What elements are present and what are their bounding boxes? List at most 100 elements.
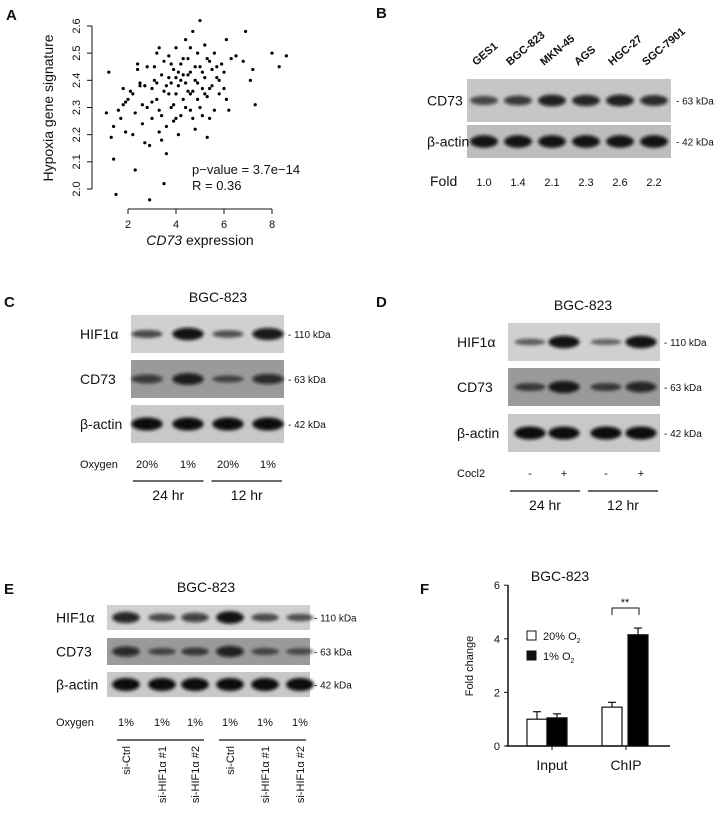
western-blot-c: BGC-823 HIF1α - 110 kDa CD73 - 63 kDa β-actin… — [80, 289, 331, 503]
blot-row-band — [548, 380, 580, 394]
scatter-point — [212, 51, 216, 55]
blot-row-band — [538, 135, 566, 148]
blot-row-band — [181, 647, 209, 656]
group-label: 24 hr — [529, 497, 561, 513]
sirna-label: si-Ctrl — [225, 746, 237, 775]
scatter-point — [114, 192, 118, 197]
scatter-point — [121, 86, 125, 91]
scatter-point — [284, 54, 288, 58]
bar — [627, 634, 649, 747]
x-axis-label: CD73 expression — [146, 232, 253, 248]
fold-value: 1.0 — [476, 177, 491, 189]
panel-label-c: C — [4, 294, 15, 311]
scatter-point — [222, 70, 226, 74]
kda-marker: - 42 kDa — [676, 138, 714, 149]
blot-row-band — [148, 678, 176, 691]
blot-row-band — [548, 426, 580, 440]
scatter-point — [188, 92, 192, 96]
scatter-point — [155, 97, 159, 101]
scatter-point — [179, 62, 183, 66]
blot-row-band — [216, 678, 244, 691]
blot-row-band — [216, 645, 244, 658]
scatter-point — [196, 81, 200, 85]
row-label: CD73 — [457, 379, 493, 395]
blot-row-band — [538, 94, 566, 107]
scatter-point — [167, 92, 171, 96]
scatter-point — [253, 103, 257, 107]
x-tick-label: 8 — [269, 219, 275, 231]
scatter-point — [208, 59, 212, 63]
blot-row-band — [514, 382, 546, 392]
panel-label-f: F — [420, 581, 429, 598]
sirna-label: si-HIF1α #1 — [260, 746, 272, 803]
blot-row-band — [112, 611, 140, 624]
scatter-point — [167, 54, 171, 58]
scatter-point — [176, 133, 180, 137]
blot-row-band — [625, 335, 657, 349]
legend-swatch-1 — [526, 650, 537, 661]
row-label: CD73 — [427, 93, 463, 109]
blot-row-band — [172, 373, 204, 385]
scatter-point — [162, 89, 166, 93]
row-label: β-actin — [457, 425, 499, 441]
r-annotation: R = 0.36 — [192, 178, 242, 193]
condition-value: 1% — [260, 459, 276, 471]
scatter-point — [203, 43, 207, 47]
row-label: HIF1α — [56, 610, 94, 626]
lane-label: SGC-7901 — [640, 26, 688, 69]
scatter-point — [152, 65, 156, 69]
condition-value: 1% — [154, 717, 170, 729]
scatter-point — [217, 92, 221, 96]
y-tick-label: 2.5 — [71, 46, 83, 61]
row-label: HIF1α — [80, 326, 118, 342]
scatter-point — [150, 116, 154, 120]
scatter-point — [191, 29, 195, 34]
scatter-point — [169, 62, 173, 66]
scatter-point — [222, 86, 226, 91]
scatter-point — [229, 56, 233, 61]
y-tick-label: 2.0 — [71, 181, 83, 196]
kda-marker: - 42 kDa — [288, 420, 326, 431]
scatter-point — [174, 76, 178, 80]
blot-row-band — [212, 417, 244, 431]
lane-label: GES1 — [470, 40, 500, 68]
scatter-point — [126, 97, 130, 101]
scatter-point — [109, 135, 113, 139]
blot-row-band — [504, 95, 532, 106]
scatter-point — [112, 157, 116, 161]
scatter-point — [176, 70, 180, 74]
condition-value: 20% — [217, 459, 239, 471]
blot-row-band — [590, 426, 622, 440]
western-blot-d: BGC-823 HIF1α - 110 kDa CD73 - 63 kDa β-actin… — [457, 297, 707, 513]
scatter-point — [234, 54, 238, 58]
condition-value: + — [638, 468, 644, 480]
bar — [526, 718, 548, 747]
blot-row-band — [131, 374, 163, 384]
group-label: 12 hr — [231, 487, 263, 503]
scatter-point — [145, 65, 149, 69]
scatter-point — [205, 56, 209, 61]
blot-row-band — [251, 613, 279, 622]
blot-row-band — [181, 678, 209, 691]
scatter-point — [160, 138, 164, 142]
scatter-point — [191, 116, 195, 120]
scatter-point — [179, 78, 183, 82]
scatter-points — [104, 18, 288, 202]
blot-row-band — [286, 678, 314, 691]
scatter-point — [205, 135, 209, 139]
scatter-point — [198, 105, 202, 110]
western-blot-e: BGC-823 HIF1α - 110 kDa CD73 - 63 kDa β-actin… — [56, 579, 357, 803]
scatter-point — [186, 56, 190, 61]
condition-value: + — [561, 468, 567, 480]
scatter-point — [198, 18, 202, 23]
scatter-point — [217, 78, 221, 82]
blot-row-band — [212, 375, 244, 383]
scatter-point — [215, 76, 219, 80]
scatter-point — [164, 124, 168, 129]
blot-row-band — [286, 648, 314, 655]
lane-label: HGC-27 — [606, 33, 645, 68]
scatter-point — [131, 133, 135, 137]
blot-row-membrane — [467, 79, 671, 122]
scatter-point — [277, 65, 281, 69]
